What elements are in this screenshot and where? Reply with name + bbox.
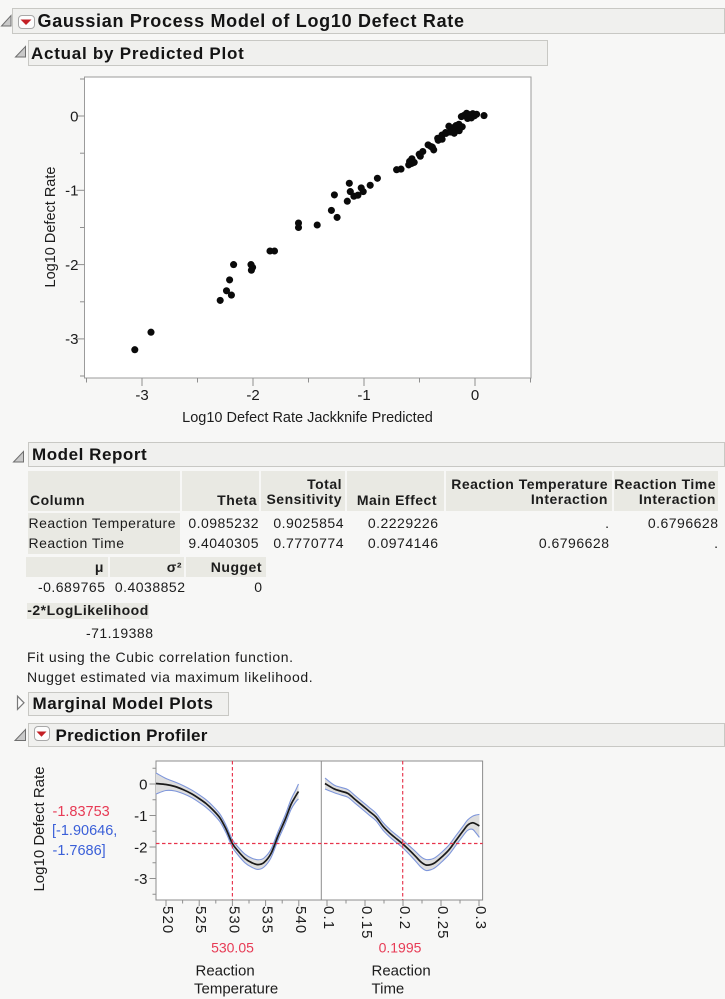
svg-text:530: 530 [225,906,242,934]
svg-text:535: 535 [259,906,276,934]
svg-text:-2: -2 [65,257,78,274]
svg-text:0.2: 0.2 [396,906,413,930]
svg-text:540: 540 [292,906,309,934]
svg-text:525: 525 [192,906,209,934]
svg-text:-3: -3 [134,871,147,888]
svg-text:530.05: 530.05 [211,940,254,956]
svg-text:Log10 Defect Rate Jackknife Pr: Log10 Defect Rate Jackknife Predicted [182,410,433,426]
svg-text:-1: -1 [134,808,147,825]
svg-text:-2: -2 [134,839,147,856]
svg-text:0.3: 0.3 [472,906,489,930]
svg-text:-1: -1 [65,183,78,200]
svg-text:Log10 Defect Rate: Log10 Defect Rate [31,766,48,891]
svg-text:Reaction: Reaction [372,963,431,980]
svg-text:0.25: 0.25 [434,906,451,940]
svg-text:-2: -2 [246,387,259,404]
svg-text:Reaction: Reaction [196,963,255,980]
svg-text:0: 0 [471,387,479,404]
svg-text:-1: -1 [357,387,370,404]
svg-text:0.1995: 0.1995 [379,940,422,956]
svg-text:Time: Time [372,981,405,998]
svg-text:0.1: 0.1 [320,906,337,930]
svg-text:0.15: 0.15 [358,906,375,940]
svg-text:0: 0 [139,776,147,793]
svg-text:Log10 Defect Rate: Log10 Defect Rate [43,167,59,288]
svg-text:0: 0 [70,108,78,125]
svg-text:-3: -3 [65,331,78,348]
svg-text:-3: -3 [135,387,148,404]
svg-text:520: 520 [159,906,176,934]
svg-text:Temperature: Temperature [194,981,278,998]
